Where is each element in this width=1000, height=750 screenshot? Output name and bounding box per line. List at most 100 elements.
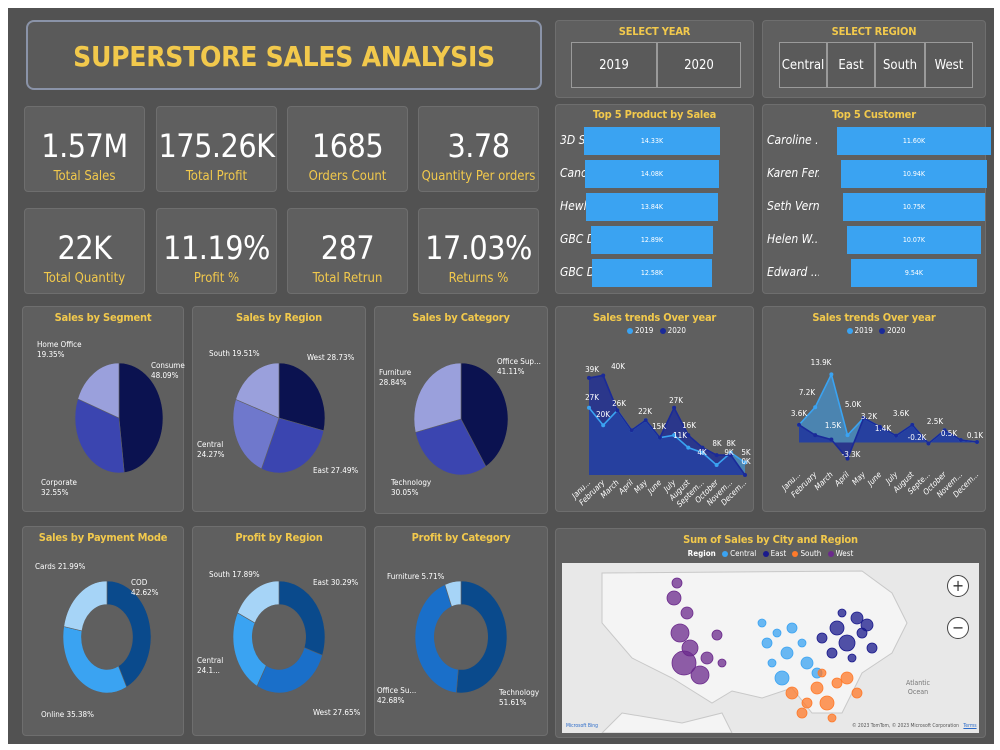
pie-label: Central 24.27%	[197, 440, 225, 459]
pie-label-line: South 17.89%	[209, 570, 260, 579]
map-dot-west	[827, 550, 834, 557]
pie-slice	[74, 398, 125, 474]
bar-label: Karen Fer...	[767, 166, 819, 180]
year-button-2020[interactable]: 2020	[657, 42, 741, 88]
trend-line-2019	[588, 407, 746, 467]
pie-slice	[278, 580, 326, 656]
pie-label: Consumer 48.09%	[151, 361, 185, 380]
trend-data-label: 27K	[585, 393, 599, 402]
kpi-value: 287	[320, 229, 375, 267]
legend-2019-b: 2019	[854, 326, 873, 335]
pie-slice	[237, 580, 280, 624]
trend-point	[714, 453, 719, 458]
trend-point	[958, 438, 963, 443]
kpi-card: 1685 Orders Count	[287, 106, 408, 192]
page-title: SUPERSTORE SALES ANALYSIS	[73, 40, 495, 73]
trend-line-2020	[798, 416, 978, 461]
pie-label: East 27.49%	[313, 466, 358, 475]
sales-by-region-title: Sales by Region	[236, 311, 322, 324]
trend-point	[657, 435, 662, 440]
sales-map[interactable]	[562, 563, 979, 733]
trend-point	[686, 433, 691, 438]
pie-slice	[414, 584, 459, 694]
trend-data-label: 16K	[682, 421, 696, 430]
kpi-label: Total Sales	[53, 169, 116, 184]
dashboard: SUPERSTORE SALES ANALYSIS SELECT YEAR 20…	[8, 8, 994, 744]
trend-data-label: 1.5K	[825, 421, 841, 430]
bar: 11.60K	[837, 127, 991, 155]
zoom-in-button[interactable]: +	[947, 575, 969, 597]
pie-label: Furniture 5.71%	[387, 572, 445, 581]
sales-by-payment-title: Sales by Payment Mode	[38, 531, 168, 544]
region-button-central[interactable]: Central	[779, 42, 827, 88]
year-filter-title: SELECT YEAR	[618, 25, 691, 38]
pie-label: Corporate 32.55%	[41, 478, 78, 497]
trend-data-label: 15K	[652, 422, 666, 431]
pie-label: Furniture 28.84%	[379, 368, 412, 387]
trend-point	[601, 373, 606, 378]
sales-trend-legend-2: 2019 2020	[763, 326, 985, 335]
map-attribution: © 2023 TomTom, © 2023 Microsoft Corporat…	[852, 723, 977, 729]
map-city-bubble	[837, 608, 847, 618]
trend-data-label: 27K	[669, 396, 683, 405]
region-button-west[interactable]: West	[925, 42, 973, 88]
zoom-out-button[interactable]: −	[947, 617, 969, 639]
kpi-card: 287 Total Retrun	[287, 208, 408, 294]
trend-point	[894, 433, 899, 438]
map-attribution-text: © 2023 TomTom, © 2023 Microsoft Corporat…	[852, 723, 959, 729]
trend-month-label: May	[850, 470, 867, 487]
region-button-east[interactable]: East	[827, 42, 875, 88]
map-ocean-label: Atlantic Ocean	[906, 679, 930, 696]
pie-slice	[235, 362, 280, 419]
sales-trend-title-1: Sales trends Over year	[592, 311, 717, 324]
trend-point	[587, 405, 591, 410]
sales-by-category-title: Sales by Category	[412, 311, 510, 324]
map-city-bubble	[700, 651, 714, 665]
top-customers-title: Top 5 Customer	[832, 108, 916, 121]
pie-label: Cards 21.99%	[35, 562, 85, 571]
map-city-bubble	[767, 658, 777, 668]
pie-label: Technology 30.05%	[390, 478, 432, 497]
trend-point	[714, 463, 719, 468]
kpi-card: 22K Total Quantity	[24, 208, 145, 294]
bar: 12.89K	[590, 226, 714, 254]
title-panel: SUPERSTORE SALES ANALYSIS	[26, 20, 542, 90]
pie-slice	[106, 580, 152, 688]
region-button-south[interactable]: South	[875, 42, 925, 88]
pie-label-line: East 30.29%	[313, 578, 358, 587]
trend-data-label: 7.2K	[799, 388, 815, 397]
bar-row: GBC Do... 12.89K	[560, 224, 749, 254]
pie-slice	[62, 626, 128, 694]
pie-slice	[261, 417, 325, 474]
kpi-value: 1.57M	[41, 127, 128, 165]
year-button-2019[interactable]: 2019	[571, 42, 657, 88]
trend-data-label: 8K	[712, 439, 722, 448]
pie-label-line: 30.05%	[391, 488, 419, 497]
trend-data-label: 0.5K	[941, 429, 957, 438]
top-products-title: Top 5 Product by Salea	[592, 108, 717, 121]
trend-data-label: 1.4K	[875, 424, 891, 433]
trend-point	[700, 450, 705, 455]
trend-data-label: 13.9K	[811, 358, 832, 367]
trend-point	[829, 372, 834, 377]
map-city-bubble	[796, 707, 808, 719]
map-city-bubble	[817, 668, 827, 678]
map-legend: Region Central East South West	[556, 549, 985, 558]
kpi-value: 1685	[311, 127, 384, 165]
profit-by-category-panel: Profit by Category Technology 51.61% Offic…	[374, 526, 548, 736]
map-terms-link[interactable]: Terms	[963, 723, 977, 729]
pie-slice	[415, 418, 487, 476]
pie-label-line: Office Sup...	[497, 357, 541, 366]
legend-dot-2020	[659, 327, 666, 334]
pie-label-line: West 27.65%	[313, 708, 361, 717]
trend-data-label: 40K	[611, 362, 625, 371]
kpi-label: Profit %	[193, 271, 240, 286]
sales-by-segment-chart: Consumer 48.09% Corporate 32.55% Home Office…	[37, 340, 185, 497]
map-land	[601, 570, 908, 714]
map-city-bubble	[780, 646, 794, 660]
pie-label: Home Office 19.35%	[37, 340, 82, 359]
map-city-bubble	[826, 647, 838, 659]
profit-by-category-chart: Technology 51.61% Office Su... 42.68% Furnit…	[377, 572, 540, 707]
pie-slice	[118, 362, 164, 473]
trend-point	[813, 433, 818, 438]
